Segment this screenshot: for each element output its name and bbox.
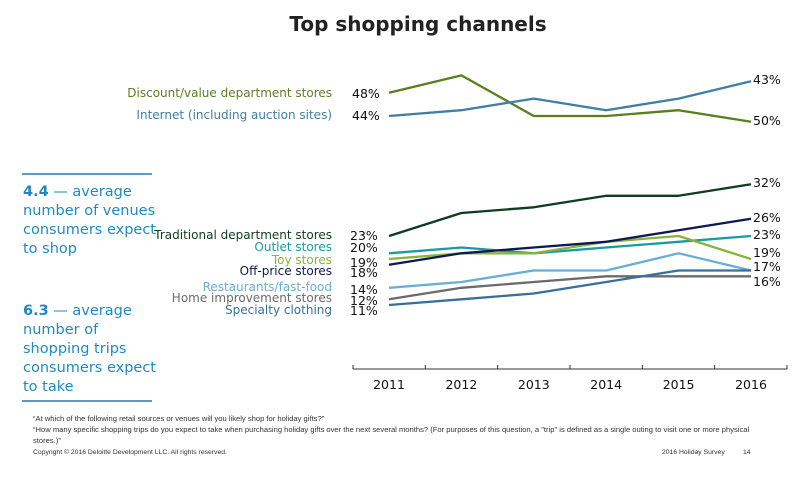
start-value-label-restaurants-fast-food: 14% <box>350 282 378 297</box>
legend-label-traditional-department-stores: Traditional department stores <box>154 228 332 242</box>
series-line-discount-value-department-stores <box>388 74 752 123</box>
series-line-traditional-department-stores <box>388 183 752 238</box>
series-line-specialty-clothing <box>388 269 751 307</box>
x-tick-label-2015: 2015 <box>663 377 695 392</box>
start-value-label-discount-value-department-stores: 48% <box>352 86 380 101</box>
page-number: 14 <box>743 449 751 456</box>
start-value-label-off-price-stores: 18% <box>350 265 378 280</box>
end-value-label-off-price-stores: 26% <box>753 210 781 225</box>
series-line-off-price-stores <box>388 217 752 266</box>
start-value-label-toy-stores: 19% <box>350 255 378 270</box>
survey-name: 2016 Holiday Survey <box>662 449 725 456</box>
legend-label-off-price-stores: Off-price stores <box>239 264 332 278</box>
footnotes: “At which of the following retail source… <box>33 413 773 446</box>
footnote-2: “How many specific shopping trips do you… <box>33 425 750 445</box>
stat-trips-text: — average number of shopping trips consu… <box>23 303 156 395</box>
start-value-label-home-improvement-stores: 12% <box>350 293 378 308</box>
end-value-label-internet-including-auction-sites: 50% <box>753 113 781 128</box>
series-line-restaurants-fast-food <box>388 252 752 289</box>
legend-label-outlet-stores: Outlet stores <box>254 240 332 254</box>
stat-venues: 4.4 — average number of venues consumers… <box>23 183 168 259</box>
legend-label-discount-value-department-stores: Discount/value department stores <box>127 86 332 100</box>
divider-top <box>22 173 152 175</box>
x-tick-label-2016: 2016 <box>735 377 767 392</box>
end-value-label-restaurants-fast-food: 17% <box>753 259 781 274</box>
x-tick-label-2014: 2014 <box>590 377 622 392</box>
start-value-label-internet-including-auction-sites: 44% <box>352 108 380 123</box>
series-line-home-improvement-stores <box>388 275 751 301</box>
end-value-label-traditional-department-stores: 32% <box>753 175 781 190</box>
legend-label-specialty-clothing: Specialty clothing <box>225 303 332 317</box>
legend-label-toy-stores: Toy stores <box>271 253 332 267</box>
legend-label-home-improvement-stores: Home improvement stores <box>171 291 332 305</box>
copyright: Copyright © 2016 Deloitte Development LL… <box>33 449 227 456</box>
series-line-internet-including-auction-sites <box>388 80 752 118</box>
end-value-label-toy-stores: 19% <box>753 245 781 260</box>
legend-label-internet-including-auction-sites: Internet (including auction sites) <box>136 108 332 122</box>
x-tick-label-2011: 2011 <box>373 377 405 392</box>
stat-venues-value: 4.4 <box>23 184 49 200</box>
stat-trips-value: 6.3 <box>23 303 49 319</box>
start-value-label-traditional-department-stores: 23% <box>350 228 378 243</box>
start-value-label-specialty-clothing: 11% <box>350 303 378 318</box>
x-tick-label-2012: 2012 <box>445 377 477 392</box>
end-value-label-outlet-stores: 23% <box>753 227 781 242</box>
legend-label-restaurants-fast-food: Restaurants/fast-food <box>202 280 332 294</box>
start-value-label-outlet-stores: 20% <box>350 240 378 255</box>
stat-venues-text: — average number of venues consumers exp… <box>23 184 156 257</box>
footnote-1: “At which of the following retail source… <box>33 414 325 423</box>
x-tick-label-2013: 2013 <box>518 377 550 392</box>
divider-bottom <box>22 400 152 402</box>
stat-trips: 6.3 — average number of shopping trips c… <box>23 302 168 397</box>
chart-title: Top shopping channels <box>289 12 547 36</box>
end-value-label-discount-value-department-stores: 43% <box>753 72 781 87</box>
end-value-label-home-improvement-stores: 16% <box>753 274 781 289</box>
